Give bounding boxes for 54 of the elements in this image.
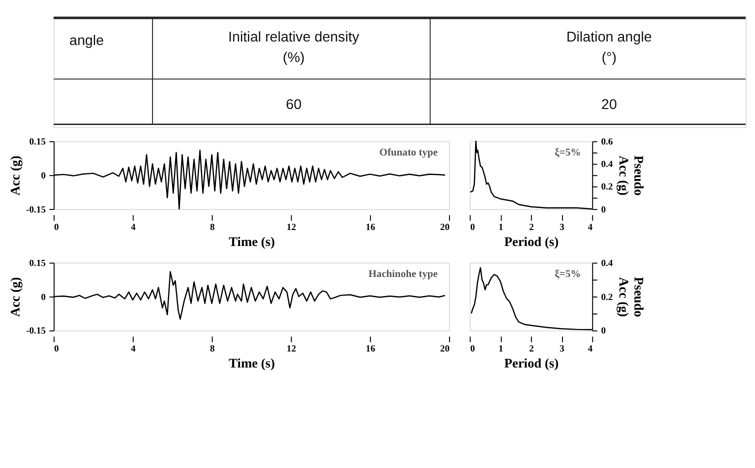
x-tick-label: 3 [560,344,565,355]
annotation: Ofunato type [379,147,438,158]
x-tick-label: 8 [210,223,215,234]
x-tick-label: 4 [130,223,136,234]
x-tick-label: 20 [440,223,450,234]
x-tick-label: 4 [588,344,593,355]
x-tick-label: 0 [54,344,60,355]
y2-tick-label: 0.4 [601,258,614,269]
text: angle [69,32,104,48]
y-tick-label: 0 [40,171,46,182]
x-tick-label: 4 [130,344,136,355]
y2-tick-label: 0.6 [601,138,614,148]
y-tick-label: 0 [40,292,46,303]
x-axis-title: Period (s) [504,234,559,250]
y2-tick-label: 0 [601,205,606,216]
y-axis-title: Acc (g) [7,277,22,317]
x-tick-label: 0 [470,344,476,355]
y-axis-title: Acc (g) [7,156,22,196]
x-tick-label: 20 [440,344,450,355]
x-tick-label: 16 [366,223,376,234]
x-tick-label: 0 [54,223,60,234]
x-tick-label: 16 [366,344,376,355]
x-axis-title: Time (s) [228,356,275,371]
y2-axis-title: Pseudo Acc (g) [616,276,646,318]
y2-tick-label: 0.4 [601,160,614,170]
y-tick-label: 0.15 [29,138,46,148]
y-tick-label: -0.15 [26,205,46,216]
x-tick-label: 8 [210,344,215,355]
y-tick-label: -0.15 [26,326,46,337]
annotation: ξ=5% [554,268,581,280]
y2-tick-label: 0 [601,326,606,337]
x-tick-label: 4 [588,223,593,234]
text: (%) [282,49,305,66]
y2-tick-label: 0.2 [601,292,614,303]
y2-axis-title: Pseudo Acc (g) [616,155,646,196]
text: 60 [286,96,302,112]
x-axis-title: Time (s) [228,234,275,250]
x-tick-label: 1 [498,223,504,234]
x-tick-label: 3 [560,223,565,234]
text: Dilation angle [566,28,652,44]
x-tick-label: 1 [498,344,504,355]
y2-tick-label: 0.2 [601,182,614,193]
x-tick-label: 12 [286,223,296,234]
y-tick-label: 0.15 [29,258,46,269]
x-tick-label: 12 [286,344,296,355]
annotation: ξ=5% [554,147,581,158]
x-axis-title: Period (s) [504,356,559,371]
text: 20 [601,96,618,112]
text: Initial relative density [228,28,360,44]
x-tick-label: 2 [529,223,534,234]
x-tick-label: 2 [529,344,534,355]
annotation: Hachinohe type [368,268,438,280]
x-tick-label: 0 [470,223,476,234]
text: (°) [602,49,617,66]
